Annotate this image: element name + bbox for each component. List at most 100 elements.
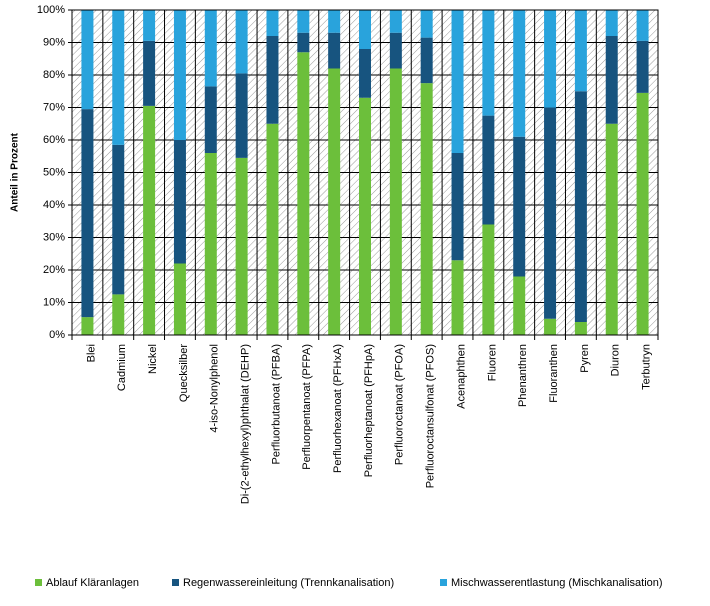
x-tick-label: Phenanthren <box>517 344 529 407</box>
x-tick-label: Quecksilber <box>178 344 190 402</box>
bar-segment <box>173 263 186 335</box>
bar-segment <box>235 10 248 74</box>
axis-labels: Anteil in Prozent 0% 10% 20% 30% 40% 50% 60% 70… <box>10 4 653 504</box>
bar-segment <box>451 10 464 153</box>
bar-segment <box>81 10 94 110</box>
bar-segment <box>112 10 125 145</box>
bar-segment <box>359 97 371 335</box>
bar-segment <box>574 91 587 322</box>
bar-segment <box>143 10 156 41</box>
y-tick-label: 40% <box>43 199 65 211</box>
bar-segment <box>574 10 587 92</box>
bar-segment <box>513 276 526 335</box>
bar-segment <box>544 318 557 335</box>
bar-segment <box>544 107 557 319</box>
bar-segment <box>173 140 186 264</box>
x-tick-label: Cadmium <box>116 344 128 391</box>
bar-segment <box>328 32 341 69</box>
x-tick-label: Perfluoroctanoat (PFOA) <box>394 344 406 465</box>
bar-segment <box>482 115 495 225</box>
bar-segment <box>81 317 94 335</box>
bar-segment <box>513 136 526 277</box>
legend-swatch <box>35 579 42 586</box>
bar-segment <box>112 144 125 295</box>
x-tick-label: Perfluoroctansulfonat (PFOS) <box>425 344 437 488</box>
y-tick-label: 30% <box>43 231 65 243</box>
bar-segment <box>605 10 618 36</box>
bar-segment <box>143 40 156 106</box>
bar-segment <box>204 10 217 87</box>
bar-segment <box>482 224 495 335</box>
x-tick-label: Fluoren <box>486 344 498 381</box>
x-tick-label: Perfluorhexanoat (PFHxA) <box>332 344 344 473</box>
bar-segment <box>235 157 248 335</box>
bar-segment <box>297 32 310 53</box>
y-tick-label: 50% <box>43 166 65 178</box>
bars <box>81 10 649 335</box>
x-tick-label: Pyren <box>579 344 591 373</box>
bar-segment <box>389 32 402 69</box>
y-tick-label: 60% <box>43 134 65 146</box>
bar-segment <box>112 294 125 335</box>
bar-segment <box>266 36 279 124</box>
y-axis-title: Anteil in Prozent <box>10 132 21 212</box>
y-tick-label: 80% <box>43 69 65 81</box>
bar-segment <box>605 123 618 335</box>
bar-segment <box>636 10 649 41</box>
bar-segment <box>266 123 279 335</box>
bar-segment <box>204 86 217 153</box>
bar-segment <box>574 322 587 335</box>
bar-segment <box>81 109 94 318</box>
bar-segment <box>513 10 526 137</box>
bar-segment <box>451 260 464 335</box>
bar-segment <box>359 10 371 49</box>
bar-segment <box>420 10 433 38</box>
bar-segment <box>297 10 310 33</box>
bar-segment <box>235 73 248 158</box>
bar-segment <box>389 68 402 335</box>
bar-segment <box>204 153 217 335</box>
bar-segment <box>328 10 341 33</box>
legend-label: Ablauf Kläranlagen <box>46 577 139 589</box>
x-tick-label: Diuron <box>610 344 622 376</box>
x-tick-label: Fluoranthen <box>548 344 560 403</box>
bar-segment <box>328 68 341 335</box>
x-tick-label: Nickel <box>147 344 159 374</box>
legend-swatch <box>172 579 179 586</box>
axes <box>68 9 659 340</box>
x-tick-label: Di-(2-ethylhexyl)phthalat (DEHP) <box>240 344 252 504</box>
x-tick-label: Perfluorpentanoat (PFPA) <box>301 344 313 470</box>
legend: Ablauf Kläranlagen Regenwassereinleitung … <box>35 577 663 589</box>
x-tick-label: Perfluorbutanoat (PFBA) <box>270 344 282 464</box>
x-tick-label: Perfluorheptanoat (PFHpA) <box>363 344 375 477</box>
bar-segment <box>636 40 649 93</box>
bar-segment <box>266 10 279 36</box>
y-tick-label: 100% <box>37 4 65 16</box>
y-tick-label: 70% <box>43 101 65 113</box>
legend-label: Regenwassereinleitung (Trennkanalisation… <box>183 577 394 589</box>
x-tick-label: 4-iso-Nonylphenol <box>209 344 221 433</box>
bar-segment <box>297 52 310 335</box>
bar-segment <box>420 37 433 84</box>
bar-segment <box>451 153 464 261</box>
x-tick-label: Terbutryn <box>640 344 652 390</box>
bar-segment <box>605 36 618 124</box>
bar-segment <box>173 10 186 140</box>
x-tick-label: Blei <box>85 344 97 362</box>
y-tick-label: 10% <box>43 296 65 308</box>
bar-segment <box>420 83 433 335</box>
x-tick-label: Acenaphthen <box>455 344 467 409</box>
bar-segment <box>544 10 557 108</box>
y-tick-label: 0% <box>49 329 65 341</box>
legend-label: Mischwasserentlastung (Mischkanalisation… <box>451 577 663 589</box>
bar-segment <box>389 10 402 33</box>
bar-segment <box>143 105 156 335</box>
y-tick-label: 90% <box>43 36 65 48</box>
bar-segment <box>636 92 649 335</box>
y-tick-label: 20% <box>43 264 65 276</box>
bar-segment <box>359 49 371 98</box>
bar-segment <box>482 10 495 116</box>
plot-frame <box>71 9 659 336</box>
